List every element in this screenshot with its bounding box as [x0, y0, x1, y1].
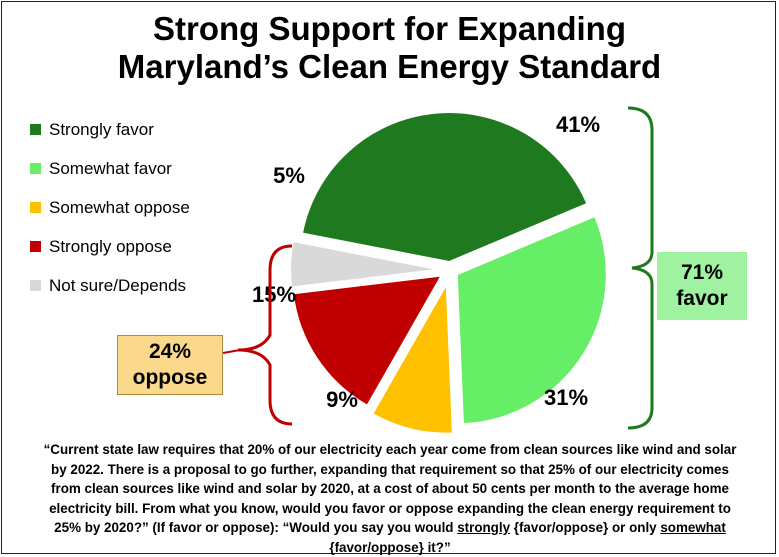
title-line-2: Maryland’s Clean Energy Standard: [117, 48, 662, 85]
pie-slice-somewhat-oppose: [370, 280, 454, 435]
favor-callout-pct: 71%: [680, 261, 724, 284]
chart-title: Strong Support for Expanding Maryland’s …: [0, 10, 779, 86]
oppose-callout: 24% oppose: [117, 335, 223, 395]
slice-label: 41%: [556, 112, 600, 137]
slice-labels: 41% 31% 9% 15% 5%: [252, 112, 600, 412]
legend: Strongly favor Somewhat favor Somewhat o…: [30, 110, 190, 305]
legend-label: Not sure/Depends: [49, 275, 187, 295]
pie-slice-not-sure-depends: [289, 239, 441, 289]
slice-label: 31%: [544, 385, 588, 410]
oppose-callout-label: oppose: [132, 366, 208, 389]
slice-label: 15%: [252, 282, 296, 307]
legend-swatch: [30, 202, 41, 213]
legend-label: Somewhat oppose: [49, 197, 190, 217]
slice-label: 9%: [326, 387, 358, 412]
legend-item-strongly-favor: Strongly favor: [30, 110, 190, 149]
pie-slice-strongly-oppose: [291, 274, 444, 408]
legend-item-strongly-oppose: Strongly oppose: [30, 227, 190, 266]
pie-slice-strongly-favor: [300, 111, 589, 264]
slice-label: 5%: [273, 163, 305, 188]
question-text-1: “Current state law requires that 20% of …: [43, 442, 737, 535]
question-somewhat: somewhat: [660, 520, 726, 535]
favor-callout: 71% favor: [657, 252, 747, 320]
oppose-bracket: [237, 244, 293, 426]
legend-swatch: [30, 124, 41, 135]
pie-slice-somewhat-favor: [455, 214, 608, 426]
oppose-connector: [222, 349, 241, 354]
pie-slices: [289, 111, 608, 435]
legend-label: Strongly favor: [49, 119, 154, 139]
question-text-3: {favor/oppose} it?”: [329, 539, 451, 555]
legend-swatch: [30, 280, 41, 291]
question-strongly: strongly: [457, 520, 511, 535]
title-line-1: Strong Support for Expanding: [153, 10, 626, 47]
legend-swatch: [30, 163, 41, 174]
legend-item-somewhat-favor: Somewhat favor: [30, 149, 190, 188]
legend-swatch: [30, 241, 41, 252]
legend-label: Strongly oppose: [49, 236, 172, 256]
legend-label: Somewhat favor: [49, 158, 172, 178]
oppose-callout-pct: 24%: [148, 340, 192, 363]
legend-item-somewhat-oppose: Somewhat oppose: [30, 188, 190, 227]
survey-question: “Current state law requires that 20% of …: [40, 440, 740, 557]
favor-callout-label: favor: [676, 287, 728, 310]
favor-bracket: [627, 106, 654, 430]
legend-item-not-sure: Not sure/Depends: [30, 266, 190, 305]
question-text-2: {favor/oppose} or only: [510, 520, 661, 535]
